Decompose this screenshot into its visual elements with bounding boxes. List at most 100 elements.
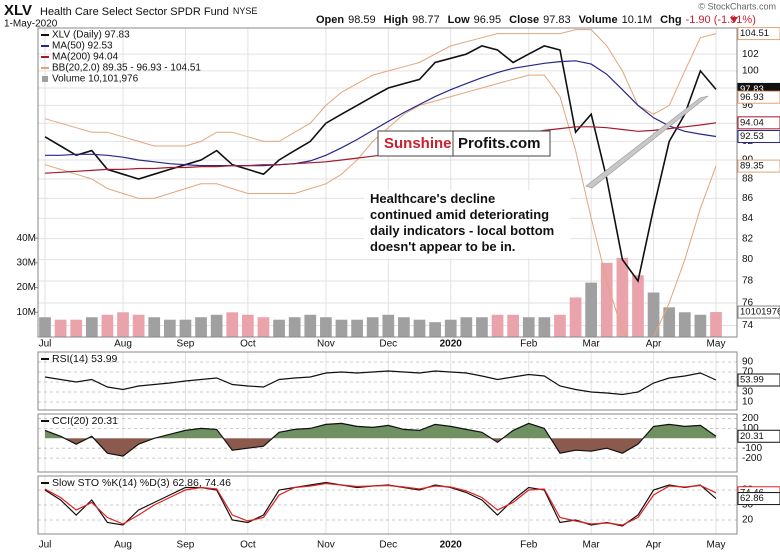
y-tick-label: 30 [742, 387, 754, 398]
quote-label: Open [316, 14, 344, 26]
value-tag-label: 10101976 [740, 307, 780, 318]
x-tick-label: Aug [114, 339, 132, 350]
y-tick-label: 80 [742, 254, 754, 265]
value-tag [737, 429, 780, 443]
positive-area [45, 423, 716, 439]
fund-name: Health Care Select Sector SPDR Fund NYSE [40, 6, 257, 18]
value-tag-label: 89.35 [740, 161, 764, 172]
y-tick-label: 20 [742, 515, 754, 526]
y-tick-label: 88 [742, 174, 754, 185]
panel-title: RSI(14) 53.99 [52, 353, 118, 365]
y-tick-label: 102 [742, 49, 759, 60]
y-tick-label: 84 [742, 213, 754, 224]
volume-bar [179, 319, 192, 337]
y-tick-label: 10 [742, 397, 754, 408]
annotation-line: continued amid deteriorating [370, 207, 549, 222]
volume-bar [429, 322, 441, 337]
legend-swatch [42, 76, 48, 82]
x-tick-label: Nov [317, 540, 335, 551]
value-tag [737, 159, 780, 173]
y2-tick-label: 30M [17, 257, 36, 268]
value-tag-label: 96.93 [740, 92, 764, 103]
y-tick-label: 78 [742, 276, 754, 287]
y-tick-label: 86 [742, 193, 754, 204]
volume-bar [320, 317, 332, 337]
volume-bar [413, 319, 426, 337]
quote-value: 10.1M [622, 14, 653, 26]
panel-frame [37, 27, 738, 338]
volume-bar [616, 257, 629, 337]
volume-bar [351, 319, 363, 337]
logo-brand: Sunshine [384, 135, 452, 152]
quote-line: Open 98.59 High 98.77 Low 96.95 Close 97.83 Volu… [316, 14, 756, 26]
panel-frame [37, 475, 738, 535]
y-tick-label: 76 [742, 298, 754, 309]
volume-bar [335, 319, 348, 337]
x-tick-label: Dec [379, 540, 397, 551]
x-tick-label: Apr [646, 540, 662, 551]
symbol: XLV [4, 2, 32, 19]
panel-title: Slow STO %K(14) %D(3) 62.86, 74.46 [52, 477, 231, 489]
volume-bar [554, 314, 566, 337]
volume-bar [382, 314, 395, 337]
quote-value: 96.95 [474, 14, 502, 26]
logo-site: Profits.com [458, 135, 541, 152]
y-tick-label: 100 [742, 66, 759, 77]
volume-bar [132, 314, 145, 337]
volume-bar [678, 312, 691, 337]
y2-tick-label: 40M [17, 233, 36, 244]
y-tick-label: 74 [742, 320, 754, 331]
annotation-line: Healthcare's decline [370, 191, 495, 206]
volume-bar [476, 317, 488, 337]
indicator-line [44, 422, 717, 457]
legend-label: BB(20,2.0) 89.35 - 96.93 - 104.51 [52, 63, 201, 74]
x-tick-label: 2020 [440, 339, 463, 350]
volume-bar [39, 317, 51, 337]
pointer-arrow [585, 95, 709, 189]
legend-label: XLV (Daily) 97.83 [52, 30, 130, 41]
value-tag [737, 305, 780, 319]
value-tag [737, 373, 780, 387]
volume-bar [663, 307, 676, 337]
volume-bar [257, 317, 270, 337]
volume-bar [85, 317, 98, 337]
x-tick-label: Mar [583, 339, 601, 350]
volume-bar [210, 314, 223, 337]
volume-bar [242, 314, 254, 337]
annotation: Healthcare's decline continued amid deter… [370, 191, 554, 254]
volume-bar [273, 319, 285, 337]
bollinger-band [44, 29, 717, 147]
volume-bar [148, 317, 161, 337]
y-tick-label: 70 [742, 367, 754, 378]
value-tag-label: 20.31 [740, 431, 764, 442]
volume-bar [398, 317, 410, 337]
legend-label: Volume 10,101,976 [52, 74, 139, 85]
panel-frame [37, 351, 738, 411]
volume-bar [226, 312, 239, 337]
y-tick-label: -200 [742, 453, 762, 464]
volume-bar [366, 317, 379, 337]
volume-bar [195, 317, 207, 337]
annotation-line: daily indicators - local bottom [370, 223, 554, 238]
logo-box [377, 130, 551, 157]
y2-tick-label: 10M [17, 307, 36, 318]
volume-bar [491, 314, 504, 337]
volume-bar [304, 314, 317, 337]
volume-bar [585, 282, 598, 337]
value-tag [737, 90, 780, 104]
quote-label: High [384, 14, 409, 26]
x-tick-label: Oct [240, 339, 256, 350]
negative-area [45, 438, 716, 457]
volume-bar [710, 312, 722, 337]
x-tick-label: Mar [583, 540, 601, 551]
quote-label: Low [448, 14, 470, 26]
volume-bar [70, 319, 83, 337]
x-tick-label: Feb [520, 339, 538, 350]
value-tag-label: 97.83 [740, 84, 764, 95]
value-tag [737, 27, 780, 41]
quote-label: Close [509, 14, 539, 26]
x-tick-label: Feb [520, 540, 538, 551]
legend-label: MA(200) 94.04 [52, 52, 119, 63]
